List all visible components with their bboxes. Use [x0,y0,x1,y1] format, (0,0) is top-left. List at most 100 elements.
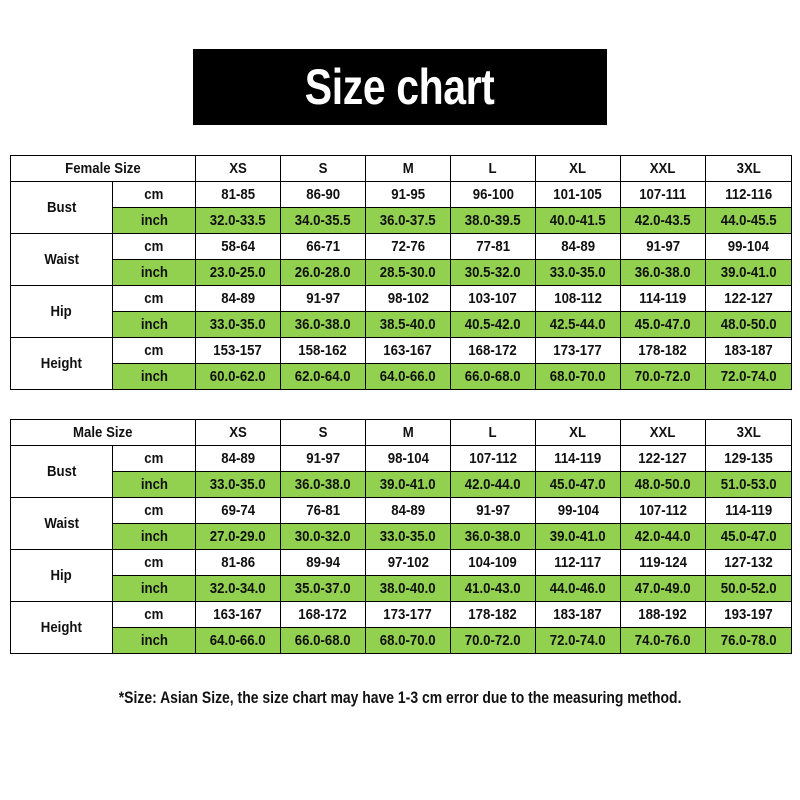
size-header-xl-text: XL [569,424,587,441]
size-value-text: 86-90 [306,186,340,203]
size-value-text: 91-95 [391,186,425,203]
unit-label: cm [111,337,197,364]
size-value: 178-182 [450,601,536,628]
size-value: 41.0-43.0 [450,575,536,602]
table-row: Waist cm 69-74 76-81 84-89 91-97 99-104 107-112… [10,497,792,550]
table-row: inch 64.0-66.0 66.0-68.0 68.0-70.0 70.0-72.0… [11,627,792,654]
size-value: 39.0-41.0 [365,471,451,498]
unit-label-text: inch [140,212,168,229]
table-row: inch 32.0-33.5 34.0-35.5 36.0-37.5 38.0-39.5… [11,207,793,234]
size-value: 40.5-42.0 [450,311,537,338]
size-value: 28.5-30.0 [365,259,452,286]
size-value: 70.0-72.0 [620,363,707,390]
size-value-text: 45.0-47.0 [635,316,691,333]
size-header-xl-text: XL [569,160,587,177]
size-value: 76.0-78.0 [705,627,792,654]
measure-label: Height [10,337,113,390]
size-header-m-text: M [402,424,414,441]
unit-label-text: inch [140,368,168,385]
table-row: Bust cm 84-89 91-97 98-104 107-112 114-119 122-… [10,445,792,498]
size-value-text: 84-89 [221,290,255,307]
female-size-table: Female Size XS S M L XL XXL 3XL Bust cm 81-85 86-90… [9,155,793,390]
measure-label: Hip [10,285,113,338]
size-header-xxl-text: XXL [650,424,676,441]
size-value: 58-64 [195,233,282,260]
size-value: 173-177 [535,337,622,364]
size-value: 98-102 [365,285,452,312]
size-value-text: 42.0-43.5 [635,212,691,229]
size-value: 26.0-28.0 [280,259,367,286]
size-value-text: 89-94 [306,554,340,571]
size-value: 42.0-44.0 [620,523,706,550]
size-value-text: 45.0-47.0 [550,476,606,493]
size-value-text: 77-81 [476,238,510,255]
size-value: 38.0-40.0 [365,575,451,602]
size-value-text: 32.0-33.5 [210,212,266,229]
table-header: Female Size [9,155,197,182]
size-value-text: 173-177 [383,606,433,623]
size-value-text: 40.5-42.0 [465,316,521,333]
size-value-text: 36.0-38.0 [295,476,351,493]
size-value: 72-76 [365,233,452,260]
size-value: 62.0-64.0 [280,363,367,390]
unit-label-text: cm [144,606,164,623]
measure-label: Bust [10,445,113,498]
size-value: 69-74 [195,497,281,524]
size-header-s-text: S [318,424,328,441]
size-value-text: 158-162 [298,342,348,359]
size-value: 42.0-43.5 [620,207,707,234]
size-value-text: 60.0-62.0 [210,368,266,385]
size-header-l-text: L [488,424,498,441]
size-value-text: 168-172 [468,342,518,359]
size-header-xl: XL [535,155,622,182]
size-value: 36.0-38.0 [280,471,366,498]
size-value: 32.0-34.0 [195,575,281,602]
size-value: 107-112 [450,445,536,472]
size-value-text: 84-89 [561,238,595,255]
size-value-text: 48.0-50.0 [720,316,777,333]
size-value-text: 50.0-52.0 [720,580,777,597]
size-value: 36.0-38.0 [280,311,367,338]
size-value-text: 183-187 [553,606,603,623]
footnote: *Size: Asian Size, the size chart may ha… [0,688,800,708]
size-header-s: S [280,155,367,182]
table-row: Waist cm 58-64 66-71 72-76 77-81 84-89 91-97 99-… [10,233,793,286]
size-value-text: 153-157 [213,342,263,359]
size-value: 122-127 [620,445,706,472]
size-value-text: 68.0-70.0 [550,368,606,385]
header-row: Male Size XS S M L XL XXL 3XL [10,419,792,446]
size-header-s: S [280,419,366,446]
size-value: 32.0-33.5 [195,207,282,234]
size-value: 66.0-68.0 [280,627,366,654]
size-header-3xl: 3XL [705,419,792,446]
measure-label-text: Bust [46,463,77,480]
size-value-text: 42.0-44.0 [635,528,691,545]
size-value-text: 35.0-37.0 [295,580,351,597]
size-value: 35.0-37.0 [280,575,366,602]
size-value-text: 42.0-44.0 [465,476,521,493]
size-value: 33.0-35.0 [365,523,451,550]
size-value-text: 114-119 [725,502,772,519]
size-value-text: 44.0-46.0 [550,580,606,597]
size-value-text: 168-172 [298,606,348,623]
size-value-text: 107-112 [469,450,517,467]
size-value: 84-89 [195,285,282,312]
size-value-text: 51.0-53.0 [720,476,777,493]
size-value-text: 91-97 [306,290,340,307]
size-value: 96-100 [450,181,537,208]
unit-label: inch [112,471,196,498]
size-value: 153-157 [195,337,282,364]
unit-label-text: cm [144,238,164,255]
table-row: inch 23.0-25.0 26.0-28.0 28.5-30.0 30.5-32.0… [11,259,793,286]
size-value-text: 66-71 [306,238,340,255]
size-value: 38.0-39.5 [450,207,537,234]
size-value: 66-71 [280,233,367,260]
size-header-m: M [365,419,451,446]
size-value-text: 112-116 [725,186,773,203]
unit-label-text: inch [140,528,168,545]
measure-label-text: Height [40,619,83,636]
size-value: 81-85 [195,181,282,208]
size-value-text: 27.0-29.0 [210,528,266,545]
size-value-text: 188-192 [638,606,688,623]
size-value-text: 39.0-41.0 [720,264,777,281]
